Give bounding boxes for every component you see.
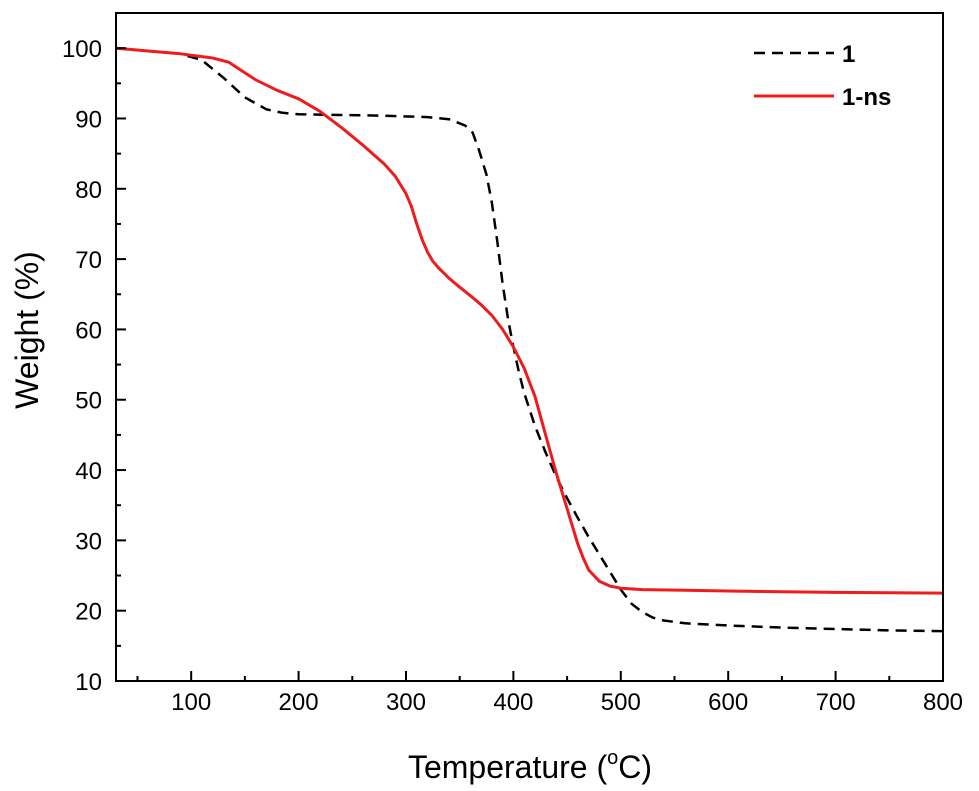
y-axis-ticks: 10 20 30 40 50 60 70 80 90 100 [62, 36, 126, 696]
y-tick-label: 40 [75, 458, 102, 485]
y-axis-title: Weight (%) [9, 251, 45, 409]
y-tick-label: 100 [62, 36, 102, 63]
plot-frame [115, 12, 944, 682]
y-tick-label: 10 [75, 669, 102, 696]
x-tick-label: 300 [386, 689, 426, 716]
x-axis-title-superscript: o [607, 747, 618, 769]
legend-label: 1 [842, 41, 855, 68]
x-tick-label: 700 [816, 689, 856, 716]
x-tick-label: 100 [171, 689, 211, 716]
y-tick-label: 70 [75, 247, 102, 274]
legend-label: 1-ns [842, 84, 891, 111]
series-line-compound-1 [115, 46, 944, 633]
x-axis-ticks: 100 200 300 400 500 600 700 800 [136, 671, 963, 716]
y-tick-label: 90 [75, 106, 102, 133]
x-tick-label: 800 [923, 689, 963, 716]
legend: 1 1-ns [754, 41, 891, 111]
y-tick-label: 60 [75, 317, 102, 344]
x-axis-title-main: Temperature ( [408, 749, 608, 785]
x-tick-label: 600 [708, 689, 748, 716]
x-tick-label: 500 [601, 689, 641, 716]
x-tick-label: 400 [493, 689, 533, 716]
y-tick-label: 80 [75, 177, 102, 204]
x-axis-title-unit: C) [618, 749, 652, 785]
x-axis-title: Temperature (oC) [408, 747, 652, 785]
y-tick-label: 30 [75, 528, 102, 555]
y-tick-label: 20 [75, 599, 102, 626]
y-tick-label: 50 [75, 388, 102, 415]
series-line-compound-1-ns [115, 46, 944, 595]
plot-area [115, 46, 944, 633]
x-tick-label: 200 [279, 689, 319, 716]
